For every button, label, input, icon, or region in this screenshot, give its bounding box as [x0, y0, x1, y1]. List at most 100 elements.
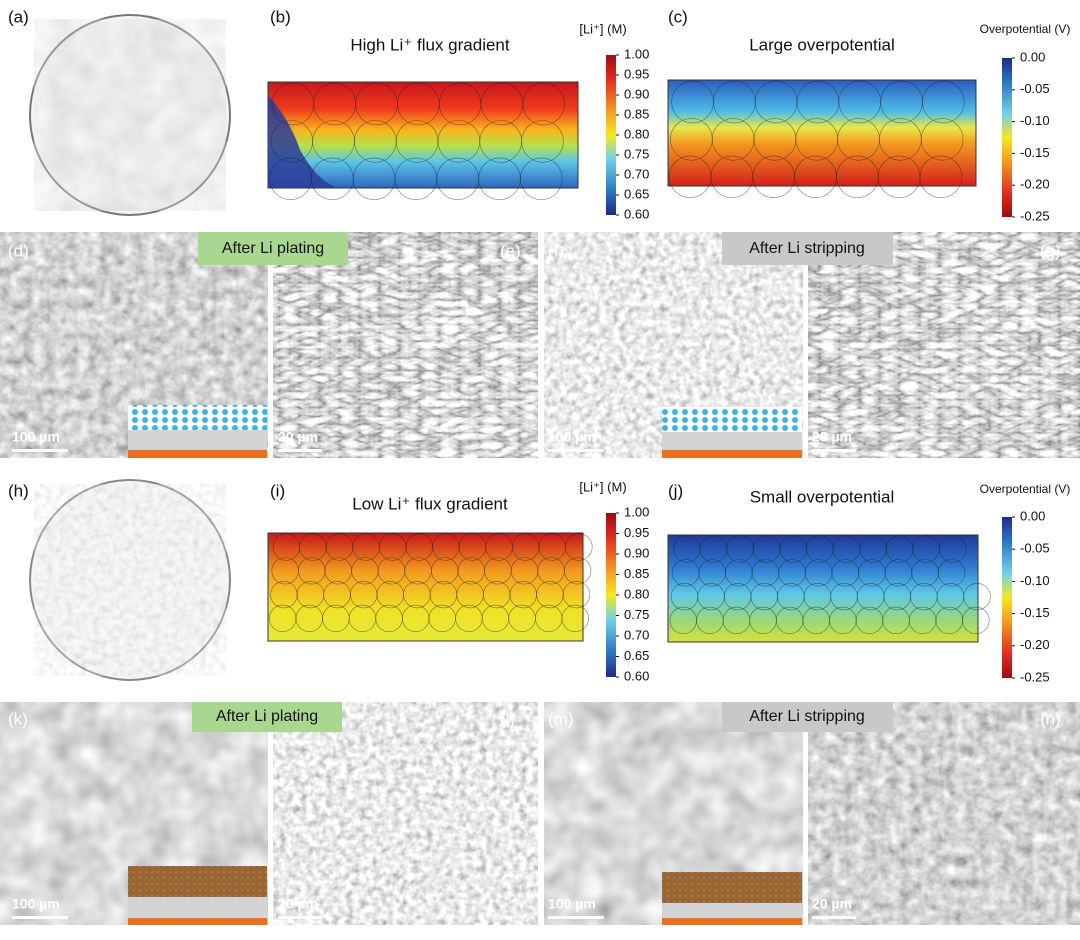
colorbar-label: Overpotential (V)	[980, 482, 1071, 496]
banner: After Li stripping	[749, 240, 865, 257]
colorbar-tick-label: 0.90	[624, 86, 649, 101]
panel-label: (b)	[270, 7, 291, 26]
particle	[920, 118, 964, 161]
panel-title: Large overpotential	[749, 35, 895, 54]
particle-outlines	[269, 80, 991, 635]
colorbar-tick-label: 0.75	[624, 607, 649, 622]
panel-title: Small overpotential	[750, 487, 895, 506]
scale-bar	[812, 916, 856, 919]
banner: After Li plating	[222, 240, 324, 257]
scale-bar-label: 100 µm	[12, 429, 60, 445]
particle	[939, 535, 967, 563]
colorbar-tick-label: 0.80	[624, 126, 649, 141]
colorbar-tick-label: 0.00	[1020, 508, 1045, 523]
scale-bar	[278, 916, 322, 919]
colorbar-tick-label: 0.60	[624, 668, 649, 683]
panel-label: (i)	[270, 481, 285, 500]
particle	[521, 120, 564, 163]
particle	[565, 533, 593, 561]
scale-bar-label: 20 µm	[278, 896, 318, 912]
particle	[522, 82, 565, 126]
particle	[564, 557, 592, 585]
panel-label: (j)	[668, 481, 683, 500]
colorbar-tick-label: 1.00	[624, 46, 649, 61]
colorbar	[1002, 517, 1012, 678]
heatmap-region	[268, 95, 340, 188]
scale-bar-label: 20 µm	[812, 429, 852, 445]
banner-box	[192, 702, 342, 732]
colorbar-tick-label: -0.10	[1020, 573, 1050, 588]
foam-texture	[34, 484, 226, 676]
panel-title: Low Li⁺ flux gradient	[352, 494, 508, 513]
banner: After Li stripping	[749, 708, 865, 725]
colorbar-tick-label: 0.80	[624, 586, 649, 601]
banner-box	[198, 232, 348, 265]
banner-box	[722, 702, 893, 732]
colorbar	[1002, 58, 1012, 217]
particle	[520, 157, 563, 201]
heatmap	[267, 532, 584, 642]
colorbar-tick-label: 0.90	[624, 545, 649, 560]
colorbar-tick-label: -0.10	[1020, 113, 1050, 128]
colorbar-tick-label: -0.25	[1020, 669, 1050, 684]
layer-inset	[128, 405, 802, 925]
colorbar-label: [Li⁺] (M)	[579, 479, 626, 494]
banner-box	[722, 232, 893, 265]
colorbar-tick-label: -0.25	[1020, 208, 1050, 223]
scale-bar	[12, 449, 68, 452]
panel-label: (k)	[8, 709, 28, 728]
sem-image	[273, 232, 538, 458]
colorbar-label: Overpotential (V)	[980, 22, 1071, 36]
colorbar-tick-label: 0.95	[624, 525, 649, 540]
particle	[963, 582, 991, 611]
particle	[938, 559, 966, 587]
colorbar-tick-label: 0.85	[624, 106, 649, 121]
colorbar-tick-label: 0.70	[624, 166, 649, 181]
generated: (a) (b) (c) (d) (e) (f) (g) (h) (i) (j) (k) (l) (m) (…	[8, 7, 1070, 919]
particle	[561, 604, 589, 633]
colorbar-tick-label: -0.15	[1020, 145, 1050, 160]
scale-bar-label: 20 µm	[812, 896, 852, 912]
foam-texture	[34, 19, 226, 211]
colorbar-tick-label: 0.75	[624, 146, 649, 161]
particle	[922, 80, 965, 124]
colorbar-tick-label: 0.65	[624, 648, 649, 663]
particle	[562, 580, 591, 609]
panel-label: (d)	[8, 241, 29, 260]
particle	[919, 155, 963, 199]
sem-image	[273, 702, 538, 925]
scale-bar	[278, 449, 322, 452]
sem-image	[808, 232, 1080, 458]
colorbar-tick-label: 0.70	[624, 627, 649, 642]
heatmap	[667, 534, 979, 643]
panel-label: (l)	[500, 709, 515, 728]
colorbar-tick-label: 0.65	[624, 186, 649, 201]
colorbar-tick-label: -0.05	[1020, 81, 1050, 96]
heatmap	[667, 79, 977, 187]
particle	[962, 606, 990, 635]
heatmap	[267, 81, 579, 189]
scale-bar-label: 100 µm	[12, 896, 60, 912]
panel-label: (c)	[668, 7, 688, 26]
sem-image	[808, 702, 1080, 925]
scale-bar	[548, 916, 604, 919]
scale-bar	[12, 916, 68, 919]
panel-label: (h)	[8, 481, 29, 500]
panel-label: (f)	[548, 241, 564, 260]
panel-title: High Li⁺ flux gradient	[350, 35, 510, 54]
colorbar-tick-label: 1.00	[624, 504, 649, 519]
panel-label: (e)	[500, 241, 521, 260]
colorbar-tick-label: -0.05	[1020, 541, 1050, 556]
banner: After Li plating	[216, 708, 318, 725]
colorbar-tick-label: 0.95	[624, 66, 649, 81]
colorbar-tick-label: 0.00	[1020, 49, 1045, 64]
panel-label: (n)	[1040, 709, 1061, 728]
scale-bar-label: 100 µm	[548, 429, 596, 445]
scale-bar-label: 20 µm	[278, 429, 318, 445]
colorbar-tick-label: 0.85	[624, 566, 649, 581]
scale-bar	[548, 449, 604, 452]
colorbar-tick-label: 0.60	[624, 206, 649, 221]
panel-label: (m)	[548, 709, 573, 728]
colorbar-tick-label: -0.15	[1020, 605, 1050, 620]
